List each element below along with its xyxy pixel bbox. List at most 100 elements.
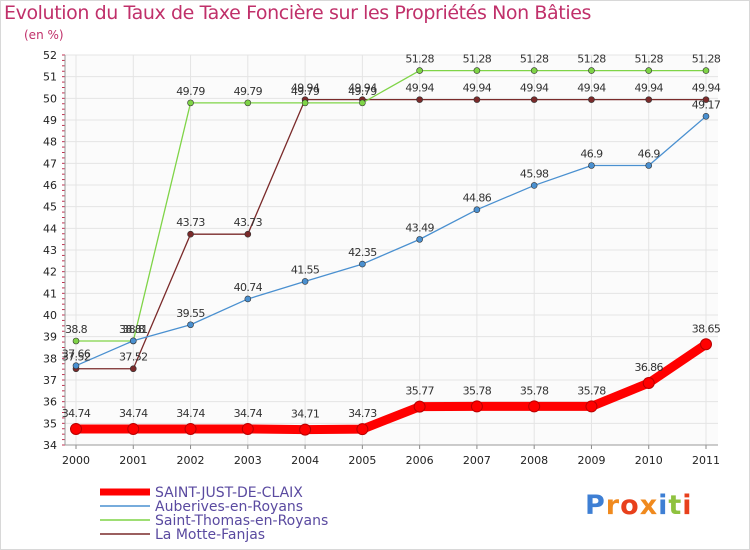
data-point	[473, 96, 481, 103]
data-label: 37.52	[119, 351, 148, 364]
data-label: 35.78	[577, 384, 606, 397]
data-point	[70, 422, 82, 435]
data-point	[588, 67, 595, 74]
data-label: 51.28	[577, 53, 606, 66]
legend-entry: SAINT-JUST-DE-CLAIX	[155, 485, 303, 501]
data-point	[645, 67, 653, 74]
y-tick-label: 52	[43, 49, 57, 62]
data-point	[241, 422, 254, 435]
x-tick-label: 2004	[291, 454, 319, 467]
y-tick-label: 44	[43, 222, 57, 235]
data-point	[129, 365, 137, 373]
y-tick-label: 42	[43, 266, 57, 279]
y-tick-label: 41	[43, 287, 57, 300]
y-tick-label: 43	[43, 244, 57, 257]
data-label: 49.17	[692, 98, 721, 111]
y-tick-label: 51	[43, 71, 57, 84]
data-label: 49.94	[634, 82, 663, 95]
data-label: 44.86	[463, 192, 492, 205]
data-point	[187, 230, 194, 238]
y-tick-label: 37	[43, 374, 57, 387]
data-point	[702, 113, 710, 120]
data-point	[473, 67, 481, 74]
data-label: 34.74	[119, 407, 148, 420]
x-tick-label: 2006	[406, 454, 434, 467]
data-point	[356, 423, 369, 436]
data-point	[184, 422, 197, 435]
data-label: 51.28	[520, 53, 549, 66]
unit-label: (en %)	[24, 28, 64, 42]
y-tick-label: 49	[43, 114, 57, 127]
data-label: 49.94	[348, 82, 377, 95]
data-point	[473, 206, 481, 213]
data-point	[129, 337, 137, 345]
data-point	[416, 67, 423, 74]
y-tick-label: 48	[43, 136, 57, 149]
data-point	[301, 278, 309, 285]
data-point	[588, 96, 595, 103]
series-line	[71, 339, 711, 435]
data-point	[187, 99, 194, 107]
data-label: 34.74	[234, 407, 263, 420]
data-point	[645, 96, 653, 103]
data-label: 51.28	[463, 53, 492, 66]
x-tick-label: 2009	[577, 454, 605, 467]
data-label: 37.52	[62, 351, 91, 364]
data-label: 34.74	[176, 407, 205, 420]
data-point	[301, 99, 309, 107]
data-label: 51.28	[634, 53, 663, 66]
data-point	[700, 338, 712, 351]
data-point	[127, 422, 140, 435]
data-label: 43.49	[405, 221, 434, 234]
x-tick-label: 2011	[692, 454, 720, 467]
data-point	[72, 337, 80, 345]
proxiti-logo: Proxiti	[585, 490, 693, 521]
data-point	[416, 96, 423, 103]
data-label: 49.94	[463, 82, 492, 95]
y-tick-label: 47	[43, 157, 57, 170]
data-point	[470, 400, 483, 413]
data-point	[72, 362, 80, 370]
y-tick-label: 34	[43, 439, 57, 452]
data-point	[588, 162, 595, 169]
x-tick-label: 2007	[463, 454, 491, 467]
data-label: 49.79	[234, 85, 263, 98]
y-tick-label: 46	[43, 179, 57, 192]
data-label: 43.73	[176, 216, 205, 229]
data-point	[244, 230, 252, 238]
data-label: 42.35	[348, 246, 377, 259]
x-tick-label: 2002	[177, 454, 205, 467]
data-point	[642, 377, 655, 390]
x-tick-label: 2008	[520, 454, 548, 467]
data-point	[530, 182, 538, 189]
data-label: 35.78	[463, 384, 492, 397]
data-label: 39.55	[176, 307, 205, 320]
data-label: 49.79	[291, 85, 320, 98]
data-label: 34.71	[291, 408, 320, 421]
y-tick-label: 38	[43, 352, 57, 365]
data-label: 38.81	[119, 323, 148, 336]
data-point	[244, 99, 252, 107]
data-label: 49.94	[520, 82, 549, 95]
y-tick-label: 39	[43, 331, 57, 344]
data-point	[416, 236, 423, 243]
data-label: 35.77	[405, 385, 434, 398]
data-label: 40.74	[234, 281, 263, 294]
data-point	[187, 321, 194, 329]
data-label: 49.79	[348, 85, 377, 98]
data-point	[530, 96, 538, 103]
x-tick-label: 2000	[62, 454, 90, 467]
data-label: 49.94	[692, 82, 721, 95]
data-point	[585, 400, 598, 413]
data-point	[244, 295, 252, 303]
series-line	[75, 69, 707, 342]
data-label: 35.78	[520, 384, 549, 397]
data-label: 34.74	[62, 407, 91, 420]
data-label: 46.9	[580, 148, 603, 161]
series-line	[75, 115, 707, 367]
data-label: 51.28	[405, 53, 434, 66]
data-point	[702, 67, 710, 74]
data-label: 45.98	[520, 167, 549, 180]
legend-entry: Saint-Thomas-en-Royans	[155, 513, 328, 529]
x-tick-label: 2010	[635, 454, 663, 467]
